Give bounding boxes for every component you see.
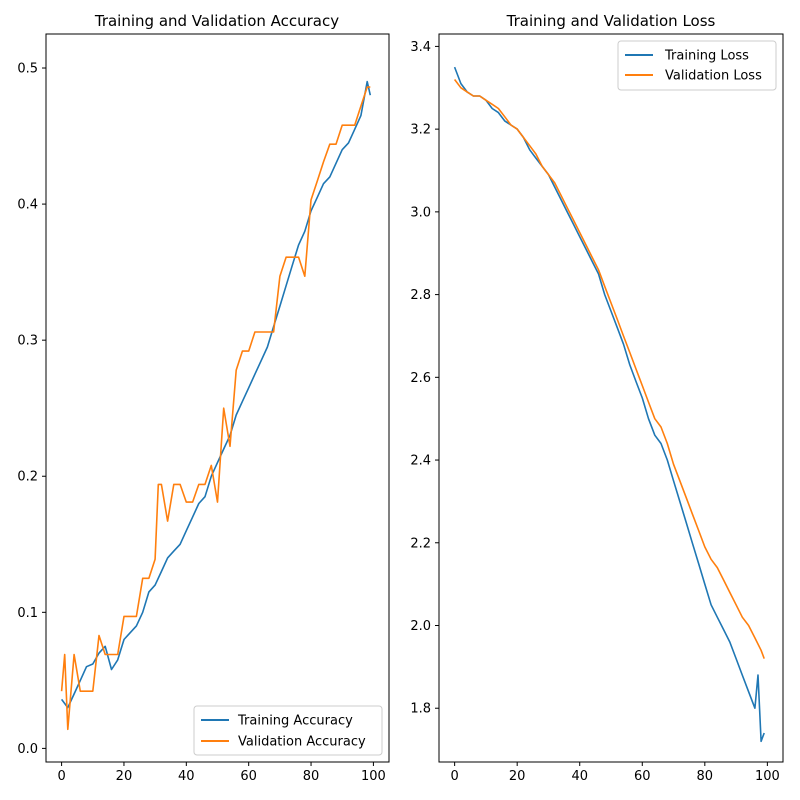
loss-x-axis: 0 20 40 60 80 100	[450, 762, 780, 784]
loss-y-tick-label: 3.0	[410, 205, 431, 220]
accuracy-y-tick-label: 0.1	[17, 606, 38, 621]
loss-series-lines	[453, 66, 765, 743]
loss-x-tick-label: 60	[634, 769, 651, 784]
loss-legend-label-training: Training Loss	[664, 49, 749, 64]
loss-y-tick-label: 3.2	[410, 123, 431, 138]
accuracy-legend-box	[193, 705, 383, 756]
loss-plot-frame	[438, 33, 784, 763]
loss-legend-label-validation: Validation Loss	[665, 69, 762, 84]
accuracy-x-tick-label: 20	[116, 769, 133, 784]
accuracy-chart-title: Training and Validation Accuracy	[94, 12, 339, 30]
loss-x-tick-label: 80	[697, 769, 714, 784]
accuracy-legend: Training Accuracy Validation Accuracy	[193, 705, 383, 756]
accuracy-x-tick-label: 80	[303, 769, 320, 784]
accuracy-legend-label-training: Training Accuracy	[237, 714, 353, 729]
accuracy-series-line-validation	[60, 86, 371, 731]
accuracy-legend-label-validation: Validation Accuracy	[238, 735, 366, 750]
loss-y-axis: 1.8 2.0 2.2 2.4 2.6 2.8 3.0 3.2 3.4	[410, 40, 439, 717]
loss-x-tick-label: 40	[571, 769, 588, 784]
accuracy-series-lines	[60, 80, 372, 731]
loss-series-line-training	[453, 66, 765, 743]
accuracy-y-axis: 0.0 0.1 0.2 0.3 0.4 0.5	[17, 62, 46, 757]
loss-y-tick-label: 2.6	[410, 371, 431, 386]
accuracy-y-tick-label: 0.3	[17, 334, 38, 349]
loss-legend-box	[617, 40, 777, 91]
loss-chart-title: Training and Validation Loss	[506, 12, 716, 30]
accuracy-chart: Training and Validation Accuracy 0 20 40 60…	[17, 12, 390, 784]
loss-series-line-validation	[453, 79, 765, 659]
accuracy-y-tick-label: 0.2	[17, 470, 38, 485]
accuracy-plot-frame	[45, 33, 390, 763]
loss-y-tick-label: 2.4	[410, 454, 431, 469]
loss-legend: Training Loss Validation Loss	[617, 40, 777, 91]
accuracy-x-tick-label: 100	[361, 769, 386, 784]
accuracy-y-tick-label: 0.5	[17, 62, 38, 77]
loss-y-tick-label: 2.8	[410, 288, 431, 303]
loss-x-tick-label: 20	[509, 769, 526, 784]
accuracy-y-tick-label: 0.0	[17, 742, 38, 757]
accuracy-x-tick-label: 60	[240, 769, 257, 784]
loss-y-tick-label: 2.2	[410, 536, 431, 551]
accuracy-x-tick-label: 0	[57, 769, 65, 784]
loss-x-tick-label: 100	[755, 769, 780, 784]
loss-y-tick-label: 1.8	[410, 702, 431, 717]
loss-y-tick-label: 2.0	[410, 619, 431, 634]
accuracy-series-line-training	[60, 80, 372, 709]
loss-x-tick-label: 0	[450, 769, 458, 784]
loss-chart: Training and Validation Loss 0 20 40 60 80 10…	[410, 12, 784, 784]
accuracy-y-tick-label: 0.4	[17, 198, 38, 213]
accuracy-x-axis: 0 20 40 60 80 100	[57, 762, 386, 784]
loss-y-tick-label: 3.4	[410, 40, 431, 55]
accuracy-x-tick-label: 40	[178, 769, 195, 784]
